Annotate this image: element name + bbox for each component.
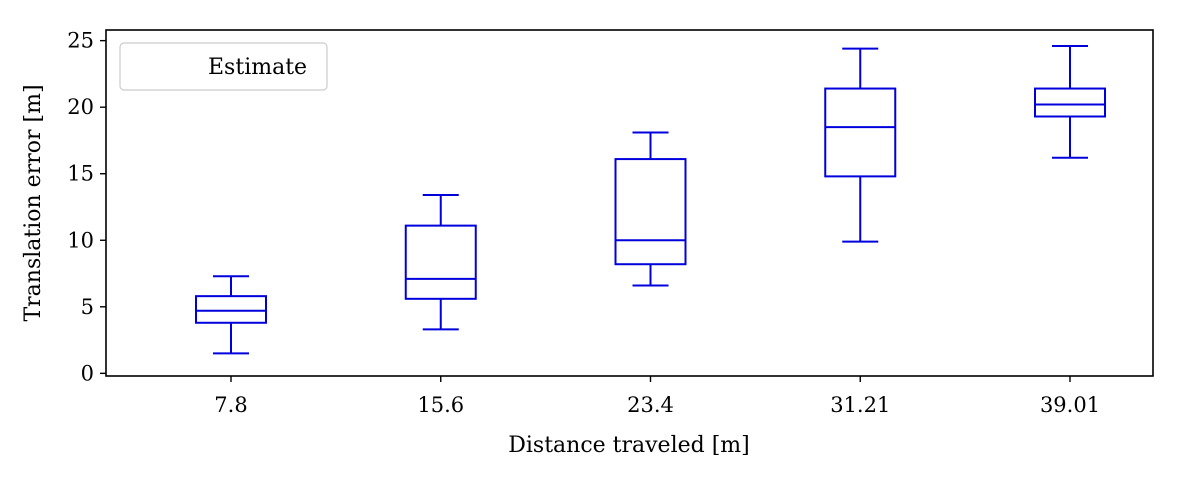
- y-axis-title: Translation error [m]: [21, 84, 46, 321]
- x-tick-label: 39.01: [1040, 393, 1100, 417]
- box-1: [195, 275, 267, 355]
- box-4: [824, 47, 897, 243]
- iqr-box: [1034, 87, 1106, 118]
- legend-box: [119, 42, 328, 91]
- iqr-box: [824, 87, 897, 178]
- y-tick-label: 5: [81, 295, 94, 319]
- plot-frame: [105, 29, 1154, 377]
- box-3: [614, 131, 687, 287]
- iqr-box: [195, 295, 267, 324]
- legend: Estimate: [119, 42, 328, 91]
- y-tick-label: 0: [81, 361, 94, 385]
- x-tick-label: 15.6: [417, 393, 464, 417]
- plot-marks: [195, 44, 1106, 355]
- y-tick-label: 10: [67, 228, 94, 252]
- x-tick-label: 23.4: [627, 393, 674, 417]
- box-5: [1034, 44, 1106, 159]
- x-axis: 7.8 15.6 23.4 31.21 39.01: [214, 376, 1100, 417]
- y-axis: 0 5 10 15 20 25: [67, 29, 106, 385]
- iqr-box: [404, 224, 477, 300]
- iqr-box: [614, 158, 687, 266]
- x-tick-label: 7.8: [214, 393, 247, 417]
- x-axis-title: Distance traveled [m]: [508, 433, 750, 458]
- box-2: [404, 194, 477, 331]
- y-tick-label: 25: [67, 29, 94, 53]
- legend-entry-label: Estimate: [208, 55, 307, 80]
- x-tick-label: 31.21: [830, 393, 890, 417]
- y-tick-label: 15: [67, 162, 94, 186]
- y-tick-label: 20: [67, 95, 94, 119]
